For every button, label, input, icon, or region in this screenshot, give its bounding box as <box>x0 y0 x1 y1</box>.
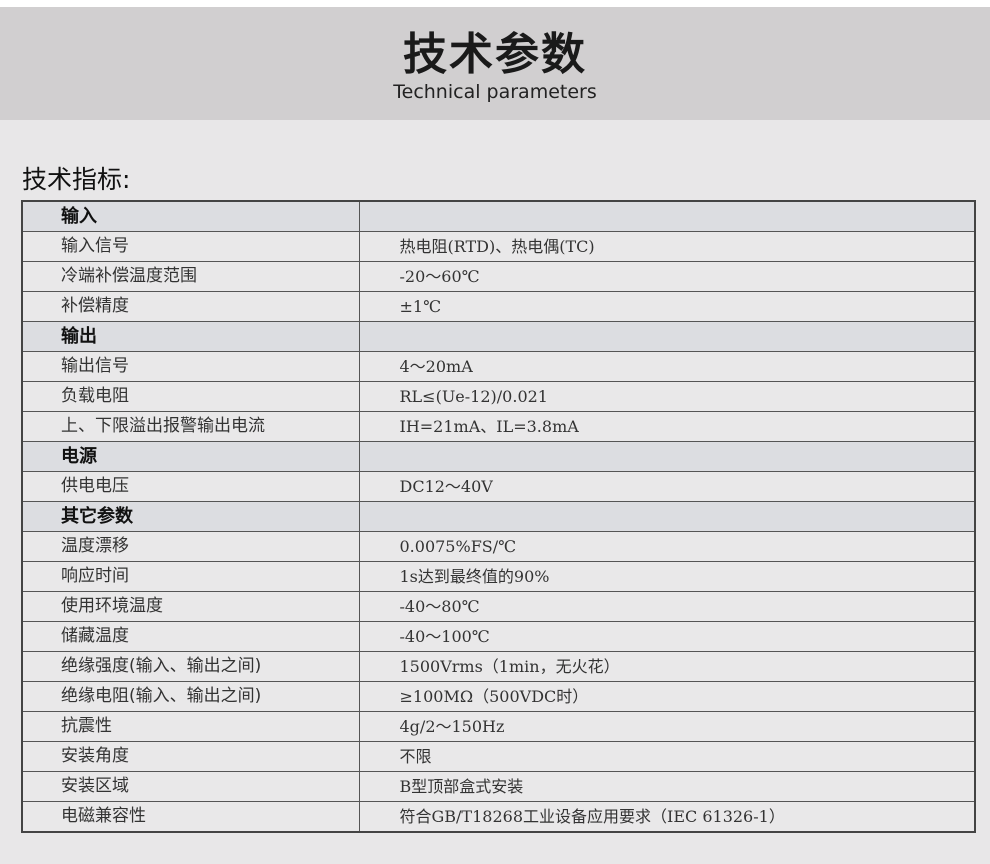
param-name: 绝缘强度(输入、输出之间) <box>21 651 360 682</box>
param-name: 储藏温度 <box>21 621 360 652</box>
param-value: DC12～40V <box>358 471 976 502</box>
param-name: 抗震性 <box>21 711 360 742</box>
param-value: 4g/2～150Hz <box>358 711 976 742</box>
param-name: 输出 <box>21 321 360 352</box>
param-value <box>358 321 976 352</box>
param-name: 安装区域 <box>21 771 360 802</box>
param-value: ≥100MΩ（500VDC时） <box>358 681 976 712</box>
param-value: 热电阻(RTD)、热电偶(TC) <box>358 231 976 262</box>
param-value: -20～60℃ <box>358 261 976 292</box>
table-row: 补偿精度 ±1℃ <box>21 291 976 322</box>
param-value: 0.0075%FS/℃ <box>358 531 976 562</box>
param-name: 输出信号 <box>21 351 360 382</box>
top-strip <box>0 0 990 7</box>
param-value: 4～20mA <box>358 351 976 382</box>
param-name: 电源 <box>21 441 360 472</box>
param-name: 其它参数 <box>21 501 360 532</box>
param-value: 不限 <box>358 741 976 772</box>
table-row: 绝缘强度(输入、输出之间) 1500Vrms（1min，无火花） <box>21 651 976 682</box>
table-row: 储藏温度 -40～100℃ <box>21 621 976 652</box>
param-name: 上、下限溢出报警输出电流 <box>21 411 360 442</box>
param-name: 响应时间 <box>21 561 360 592</box>
param-value: B型顶部盒式安装 <box>358 771 976 802</box>
param-value: IH=21mA、IL=3.8mA <box>358 411 976 442</box>
param-value: -40～80℃ <box>358 591 976 622</box>
table-row: 温度漂移 0.0075%FS/℃ <box>21 531 976 562</box>
param-name: 电磁兼容性 <box>21 801 360 833</box>
param-name: 温度漂移 <box>21 531 360 562</box>
table-row: 供电电压 DC12～40V <box>21 471 976 502</box>
table-row: 抗震性 4g/2～150Hz <box>21 711 976 742</box>
param-value: RL≤(Ue-12)/0.021 <box>358 381 976 412</box>
table-row: 使用环境温度 -40～80℃ <box>21 591 976 622</box>
table-row: 电磁兼容性 符合GB/T18268工业设备应用要求（IEC 61326-1） <box>21 801 976 833</box>
param-name: 负载电阻 <box>21 381 360 412</box>
section-row: 电源 <box>21 441 976 472</box>
page-subtitle: Technical parameters <box>393 81 597 103</box>
section-row: 输入 <box>21 200 976 232</box>
param-value <box>358 200 976 232</box>
header-banner: 技术参数 Technical parameters <box>0 7 990 120</box>
param-name: 输入信号 <box>21 231 360 262</box>
table-row: 输出信号 4～20mA <box>21 351 976 382</box>
table-row: 安装角度 不限 <box>21 741 976 772</box>
table-row: 安装区域 B型顶部盒式安装 <box>21 771 976 802</box>
param-name: 冷端补偿温度范围 <box>21 261 360 292</box>
param-name: 供电电压 <box>21 471 360 502</box>
table-row: 上、下限溢出报警输出电流 IH=21mA、IL=3.8mA <box>21 411 976 442</box>
section-row: 其它参数 <box>21 501 976 532</box>
table-row: 绝缘电阻(输入、输出之间) ≥100MΩ（500VDC时） <box>21 681 976 712</box>
param-value <box>358 441 976 472</box>
param-value: -40～100℃ <box>358 621 976 652</box>
section-heading: 技术指标: <box>22 165 131 194</box>
param-name: 安装角度 <box>21 741 360 772</box>
param-value: 1500Vrms（1min，无火花） <box>358 651 976 682</box>
param-name: 绝缘电阻(输入、输出之间) <box>21 681 360 712</box>
param-value: 符合GB/T18268工业设备应用要求（IEC 61326-1） <box>358 801 976 833</box>
table-row: 响应时间 1s达到最终值的90% <box>21 561 976 592</box>
table-row: 负载电阻 RL≤(Ue-12)/0.021 <box>21 381 976 412</box>
section-row: 输出 <box>21 321 976 352</box>
spec-table: 输入 输入信号 热电阻(RTD)、热电偶(TC) 冷端补偿温度范围 -20～60℃ 补偿精… <box>21 200 976 833</box>
table-row: 输入信号 热电阻(RTD)、热电偶(TC) <box>21 231 976 262</box>
param-name: 输入 <box>21 200 360 232</box>
page-title: 技术参数 <box>403 29 587 80</box>
param-name: 补偿精度 <box>21 291 360 322</box>
param-name: 使用环境温度 <box>21 591 360 622</box>
param-value <box>358 501 976 532</box>
param-value: ±1℃ <box>358 291 976 322</box>
table-row: 冷端补偿温度范围 -20～60℃ <box>21 261 976 292</box>
param-value: 1s达到最终值的90% <box>358 561 976 592</box>
